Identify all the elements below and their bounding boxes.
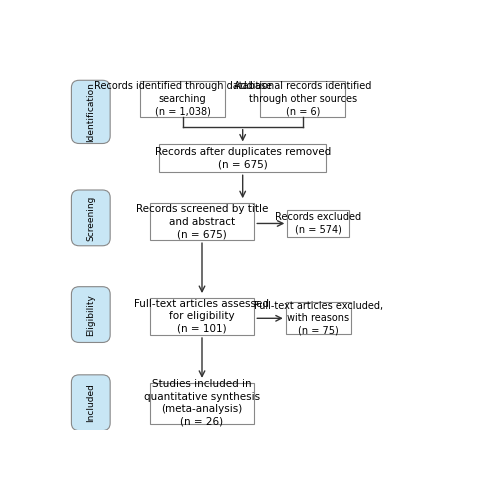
FancyBboxPatch shape xyxy=(140,81,226,116)
FancyBboxPatch shape xyxy=(260,81,346,116)
FancyBboxPatch shape xyxy=(72,287,110,342)
Text: Records identified through database
searching
(n = 1,038): Records identified through database sear… xyxy=(94,82,272,116)
FancyBboxPatch shape xyxy=(72,375,110,431)
FancyBboxPatch shape xyxy=(287,210,350,237)
Text: Included: Included xyxy=(86,384,96,422)
Text: Studies included in
quantitative synthesis
(meta-analysis)
(n = 26): Studies included in quantitative synthes… xyxy=(144,380,260,426)
FancyBboxPatch shape xyxy=(150,203,254,240)
FancyBboxPatch shape xyxy=(72,190,110,246)
Text: Full-text articles excluded,
with reasons
(n = 75): Full-text articles excluded, with reason… xyxy=(254,301,383,336)
Text: Identification: Identification xyxy=(86,82,96,142)
FancyBboxPatch shape xyxy=(286,302,351,334)
Text: Screening: Screening xyxy=(86,195,96,241)
FancyBboxPatch shape xyxy=(160,144,326,172)
FancyBboxPatch shape xyxy=(150,298,254,335)
Text: Additional records identified
through other sources
(n = 6): Additional records identified through ot… xyxy=(234,82,372,116)
FancyBboxPatch shape xyxy=(150,383,254,424)
Text: Records after duplicates removed
(n = 675): Records after duplicates removed (n = 67… xyxy=(154,147,331,170)
FancyBboxPatch shape xyxy=(72,80,110,143)
Text: Records excluded
(n = 574): Records excluded (n = 574) xyxy=(275,212,362,235)
Text: Eligibility: Eligibility xyxy=(86,294,96,336)
Text: Records screened by title
and abstract
(n = 675): Records screened by title and abstract (… xyxy=(136,204,268,239)
Text: Full-text articles assessed
for eligibility
(n = 101): Full-text articles assessed for eligibil… xyxy=(134,299,270,334)
